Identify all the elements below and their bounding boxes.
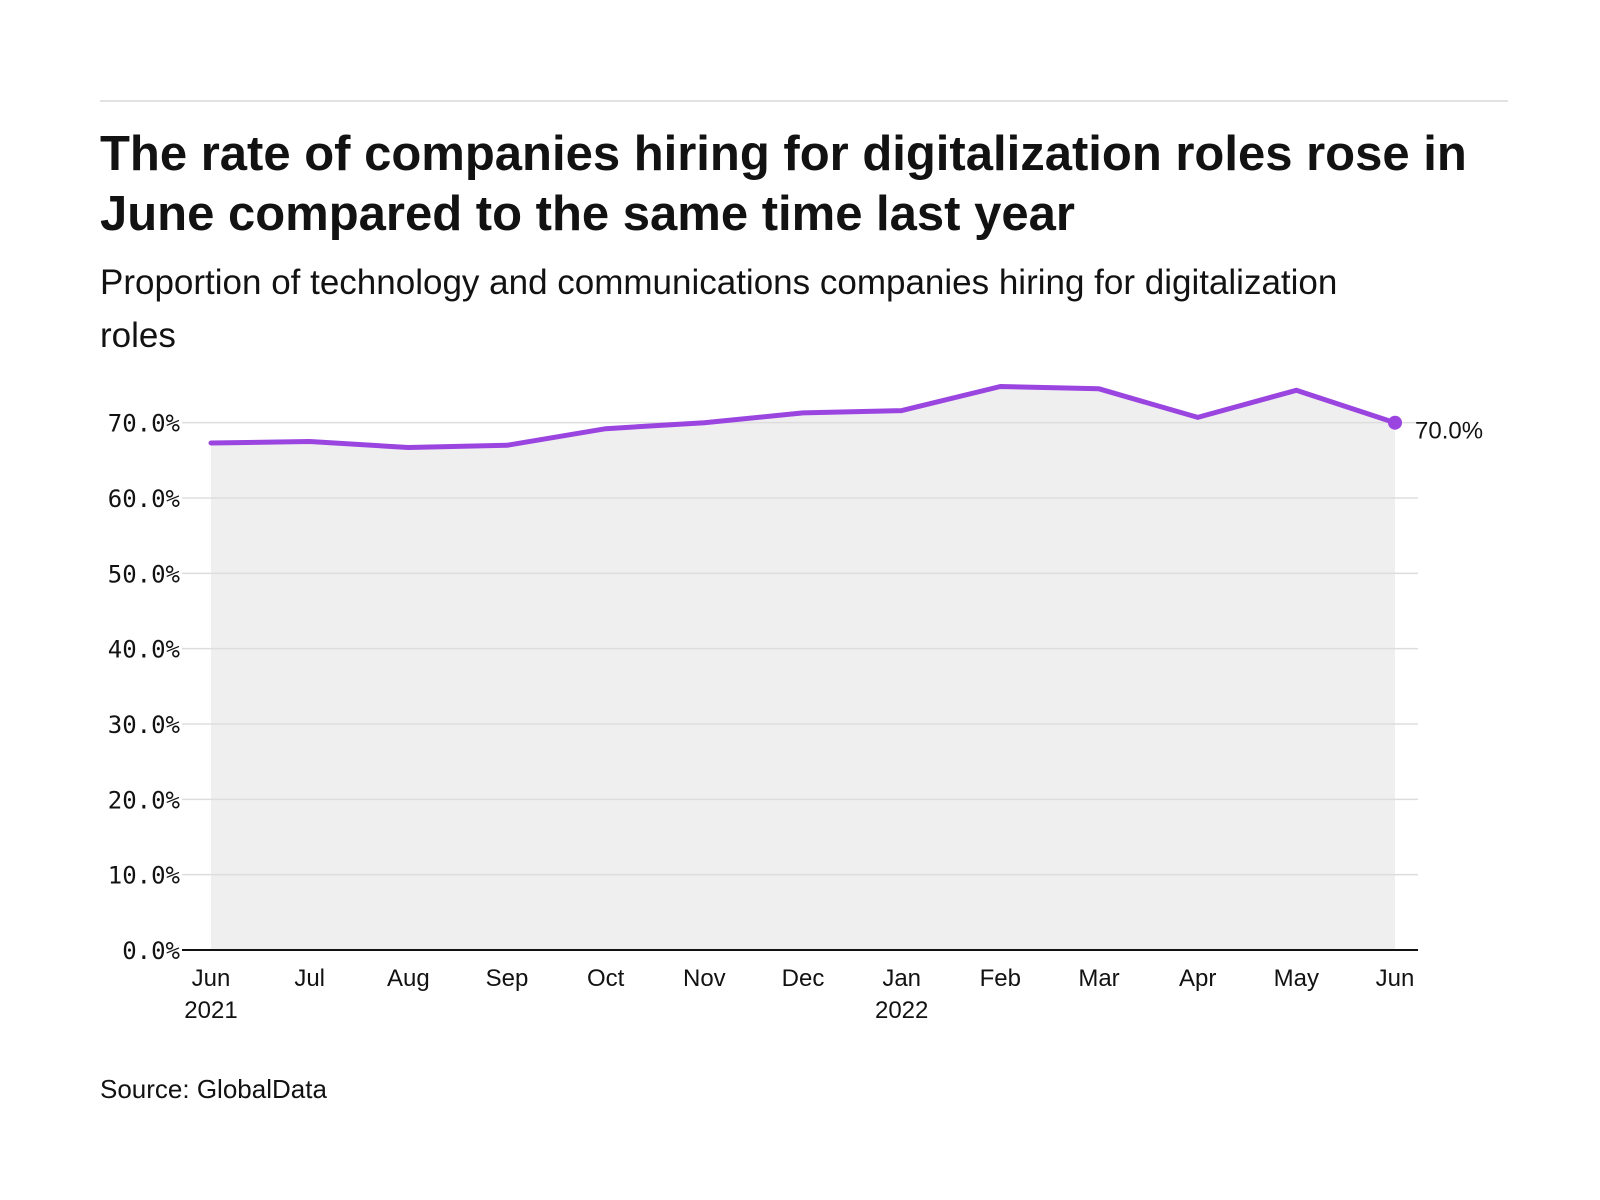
x-tick-label: Apr xyxy=(1179,965,1216,992)
x-tick-label: Feb xyxy=(980,965,1021,992)
x-axis-ticks: Jun 2021 Jul Aug Sep Oct Nov Dec Jan 2022 Feb Mar Ap… xyxy=(184,965,1414,1024)
x-tick-label: Sep xyxy=(486,965,529,992)
data-points: 70.0% xyxy=(209,384,1483,450)
series-line-layer xyxy=(208,384,1398,450)
data-point xyxy=(505,443,510,448)
y-tick-label: 10.0% xyxy=(108,862,181,890)
data-point xyxy=(1195,415,1200,420)
x-tick-label: Jul xyxy=(294,965,325,992)
x-tick-label: Jun xyxy=(192,965,231,992)
y-tick-label: 60.0% xyxy=(108,485,181,513)
y-tick-label: 70.0% xyxy=(108,410,181,438)
data-point xyxy=(801,410,806,415)
area-fill-layer xyxy=(211,386,1395,950)
x-tick-label: Aug xyxy=(387,965,430,992)
source-note: Source: GlobalData xyxy=(100,1074,327,1104)
x-tick-year-label: 2022 xyxy=(875,997,928,1024)
end-point-marker xyxy=(1388,415,1402,430)
chart-title: The rate of companies hiring for digital… xyxy=(100,127,1467,241)
x-tick-label: Jun xyxy=(1376,965,1415,992)
data-point xyxy=(899,408,904,413)
data-point xyxy=(1097,386,1102,391)
y-tick-label: 30.0% xyxy=(108,711,181,739)
top-divider xyxy=(100,100,1508,102)
y-tick-label: 0.0% xyxy=(122,937,180,965)
data-point xyxy=(603,426,608,431)
x-tick-label: Dec xyxy=(782,965,825,992)
x-tick-label: Nov xyxy=(683,965,726,992)
x-tick-label: Mar xyxy=(1078,965,1119,992)
end-value-label: 70.0% xyxy=(1415,418,1483,445)
x-tick-label: Oct xyxy=(587,965,625,992)
x-tick-label: Jan xyxy=(882,965,921,992)
data-point xyxy=(702,420,707,425)
x-tick-label: May xyxy=(1274,965,1319,992)
y-axis-ticks: 0.0% 10.0% 20.0% 30.0% 40.0% 50.0% 60.0% 70.0% xyxy=(108,410,181,965)
y-tick-label: 20.0% xyxy=(108,786,181,814)
y-tick-label: 40.0% xyxy=(108,636,181,664)
data-point xyxy=(1294,388,1299,393)
x-tick-year-label: 2021 xyxy=(184,997,237,1024)
series-line xyxy=(208,384,1398,450)
data-point xyxy=(209,441,214,446)
y-tick-label: 50.0% xyxy=(108,560,181,588)
gridlines xyxy=(182,421,1418,951)
data-point xyxy=(998,384,1003,389)
series-area xyxy=(211,386,1395,950)
data-point xyxy=(406,445,411,450)
data-point xyxy=(307,439,312,444)
chart-subtitle: Proportion of technology and communicati… xyxy=(100,263,1338,355)
